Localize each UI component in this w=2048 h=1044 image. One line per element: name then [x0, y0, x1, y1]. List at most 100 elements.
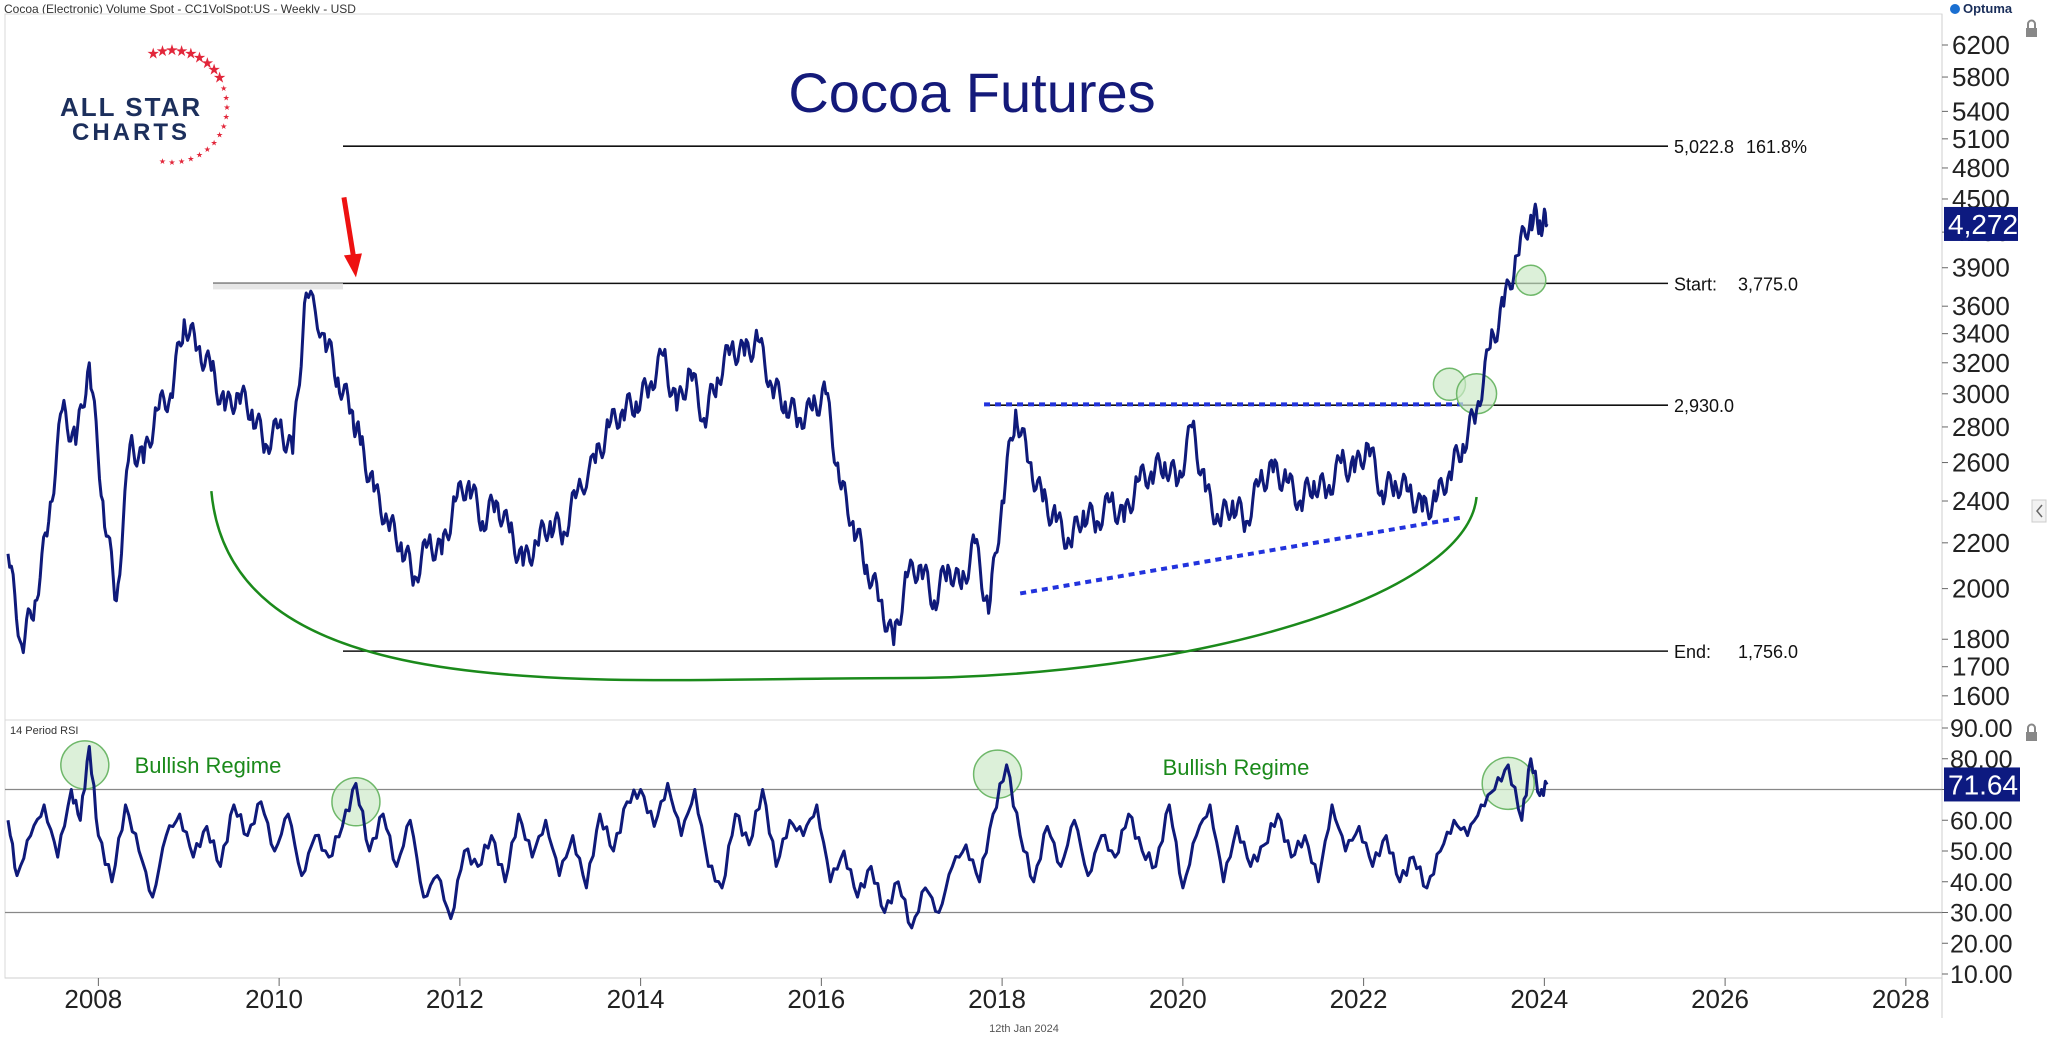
price-y-tick-label: 3400 [1952, 319, 2010, 349]
logo-star-icon: ★ [211, 138, 218, 147]
arrow-head [343, 253, 362, 278]
logo-line1: ALL STAR [60, 92, 202, 122]
arrow-shaft [341, 196, 357, 260]
rsi-panel-frame [4, 719, 1943, 979]
x-tick-label: 2008 [64, 984, 122, 1014]
horizontal-level-label: 5,022.8 [1674, 137, 1734, 157]
price-series [6, 202, 1549, 655]
logo-star-icon: ★ [223, 113, 230, 122]
horizontal-level-label: End: [1674, 642, 1711, 662]
rsi-circle [1481, 756, 1535, 811]
rsi-y-tick-label: 10.00 [1950, 961, 2013, 989]
horizontal-level-label: 2,930.0 [1674, 396, 1734, 416]
horizontal-level-label: Start: [1674, 274, 1717, 294]
rsi-series [6, 745, 1549, 930]
x-tick-label: 2024 [1510, 984, 1568, 1014]
rsi-y-tick-label: 20.00 [1950, 930, 2013, 958]
rsi-y-tick-label: 40.00 [1950, 869, 2013, 897]
last-price-tag-bg [1944, 206, 2018, 241]
chart-title: Cocoa Futures [788, 61, 1155, 124]
price-y-tick-label: 5100 [1952, 124, 2010, 154]
price-breakout-circles [1432, 264, 1547, 415]
logo-star-icon: ★ [146, 44, 159, 62]
price-y-tick-label: 1800 [1952, 624, 2010, 654]
logo-star-icon: ★ [220, 84, 227, 93]
x-tick-label: 2014 [607, 984, 665, 1014]
footer-date: 12th Jan 2024 [989, 1023, 1059, 1035]
x-tick-label: 2020 [1149, 984, 1207, 1014]
breakout-circle [1515, 264, 1547, 296]
logo-star-icon: ★ [156, 42, 169, 60]
lock-icon-rsi[interactable] [2026, 723, 2037, 741]
price-y-tick-label: 2800 [1952, 412, 2010, 442]
logo-star-icon: ★ [165, 41, 178, 59]
logo-star-icon: ★ [175, 42, 188, 60]
logo-star-icon: ★ [213, 69, 226, 87]
x-tick-label: 2018 [968, 984, 1026, 1014]
price-y-tick-label: 2600 [1952, 448, 2010, 478]
collapse-panel-icon[interactable] [2031, 499, 2047, 523]
price-y-tick-label: 2000 [1952, 574, 2010, 604]
rsi-line-path [6, 745, 1549, 930]
price-panel-frame [4, 13, 1943, 721]
price-y-axis: 6200580054005100480045004200390036003400… [1942, 30, 2010, 711]
price-y-tick-label: 1600 [1952, 681, 2010, 711]
brand-text: Optuma [1963, 1, 2013, 16]
price-y-tick-label: 3200 [1952, 348, 2010, 378]
logo-line2: CHARTS [72, 119, 190, 146]
last-rsi-tag-bg [1944, 767, 2020, 802]
price-y-tick-label: 3600 [1952, 291, 2010, 321]
rsi-y-tick-label: 60.00 [1950, 807, 2013, 835]
x-tick-label: 2016 [787, 984, 845, 1014]
x-tick-label: 2022 [1330, 984, 1388, 1014]
price-line-path [6, 202, 1549, 655]
triangle-trendlines [984, 402, 1464, 596]
price-y-tick-label: 3900 [1952, 253, 2010, 283]
horizontal-level-sublabel: 1,756.0 [1738, 642, 1798, 662]
price-y-tick-label: 2400 [1952, 486, 2010, 516]
last-rsi-tag-text: 71.64 [1948, 769, 2018, 800]
x-axis-ticks: 2008 2010 2012 2014 2016 2018 2020 2022 2024 2026… [64, 978, 1930, 1014]
price-y-tick-label: 3000 [1952, 379, 2010, 409]
rounding-bottom-arc [210, 490, 1478, 682]
logo-star-icon: ★ [184, 44, 197, 62]
logo-star-icon: ★ [220, 122, 227, 131]
last-rsi-tag: 71.64 [1944, 767, 2020, 802]
all-star-charts-logo: ★★★★★★★★★★★★★★★★★★★★★★ ALL STAR CHARTS [60, 41, 231, 167]
horizontal-level-sublabel: 3,775.0 [1738, 274, 1798, 294]
logo-star-icon: ★ [196, 151, 203, 160]
optuma-logo-icon [1950, 4, 1960, 14]
logo-stars-arc: ★★★★★★★★★★★★★★★★★★★★★★ [146, 41, 230, 167]
logo-star-icon: ★ [178, 157, 185, 166]
triangle-bottom-line [1019, 515, 1464, 596]
price-y-tick-label: 1700 [1952, 652, 2010, 682]
start-band [213, 283, 343, 290]
bullish-regime-label-2: Bullish Regime [1163, 755, 1310, 780]
brand-label: Optuma [1950, 1, 2012, 16]
x-tick-label: 2012 [426, 984, 484, 1014]
logo-star-icon: ★ [168, 158, 175, 167]
x-tick-label: 2010 [245, 984, 303, 1014]
logo-star-icon: ★ [159, 157, 166, 166]
x-tick-label: 2028 [1872, 984, 1930, 1014]
bowl-curve [210, 490, 1478, 682]
x-tick-label: 2026 [1691, 984, 1749, 1014]
lock-icon-top[interactable] [2026, 19, 2037, 37]
logo-star-icon: ★ [201, 54, 214, 72]
logo-star-icon: ★ [187, 155, 194, 164]
price-y-tick-label: 5800 [1952, 62, 2010, 92]
rsi-y-tick-label: 50.00 [1950, 838, 2013, 866]
price-y-tick-label: 6200 [1952, 30, 2010, 60]
rsi-panel-title: 14 Period RSI [10, 725, 78, 737]
logo-star-icon: ★ [193, 48, 206, 66]
price-y-tick-label: 5400 [1952, 96, 2010, 126]
red-arrow-icon [341, 196, 362, 278]
logo-star-icon: ★ [207, 61, 220, 79]
price-y-tick-label: 4800 [1952, 153, 2010, 183]
rsi-y-tick-label: 90.00 [1950, 715, 2013, 743]
price-y-tick-label: 2200 [1952, 528, 2010, 558]
logo-star-icon: ★ [223, 93, 230, 102]
logo-star-icon: ★ [223, 103, 230, 112]
fib-horizontal-lines: 5,022.8 161.8% Start: 3,775.0 2,930.0 End: 1,7… [213, 137, 1807, 662]
